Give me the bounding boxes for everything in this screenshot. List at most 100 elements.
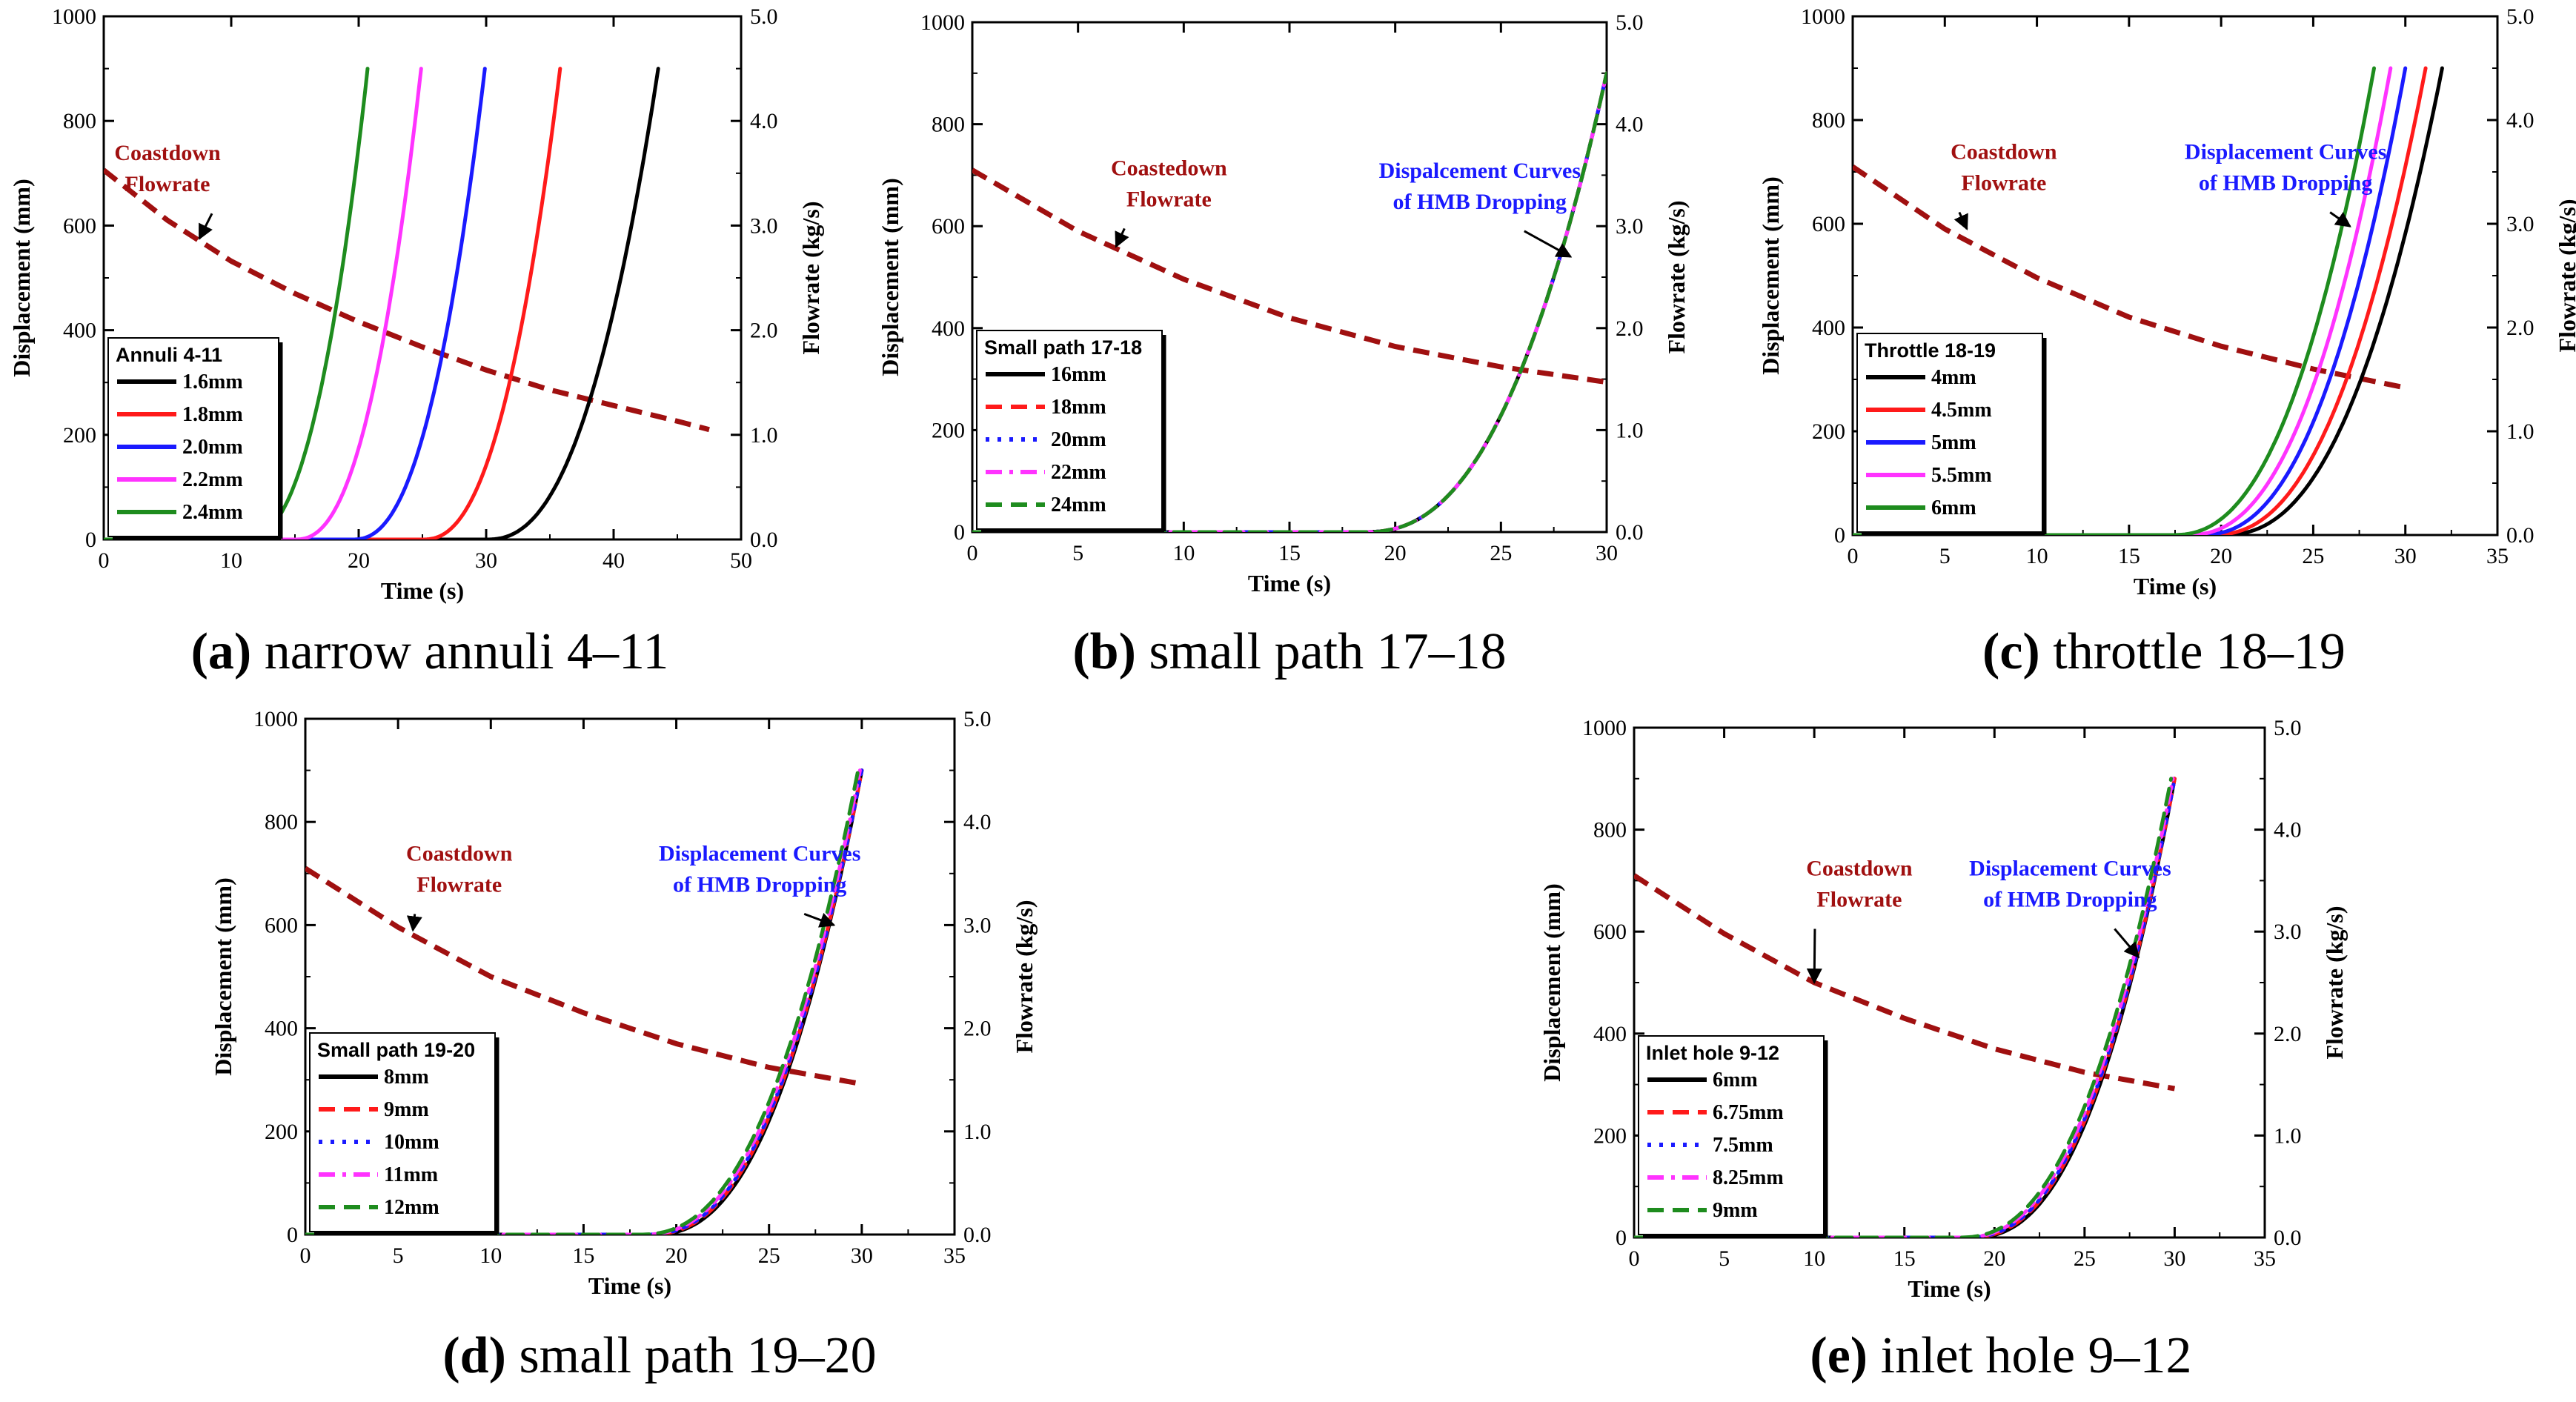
annotation-text: Flowrate (1816, 888, 1902, 912)
x-tick-label: 5 (1072, 541, 1083, 565)
annotation-arrow (1115, 227, 1129, 248)
x-tick-label: 5 (1719, 1246, 1730, 1271)
y2-tick-label: 3.0 (963, 913, 992, 937)
legend-label: 2.4mm (182, 501, 243, 524)
legend-label: 11mm (384, 1163, 438, 1186)
y-axis-label: Displacement (mm) (210, 877, 236, 1075)
y2-tick-label: 1.0 (750, 423, 778, 448)
x-tick-label: 20 (348, 548, 370, 573)
annotation-text: Flowrate (1961, 171, 2046, 196)
legend-label: 2.0mm (182, 436, 243, 459)
x-axis-label: Time (s) (588, 1272, 671, 1299)
caption-c-letter: (c) (1982, 623, 2040, 680)
legend-box (1638, 1035, 1825, 1235)
y-tick-label: 200 (265, 1120, 298, 1144)
series-line-1-8mm (104, 67, 562, 539)
y-tick-label: 200 (1812, 419, 1845, 444)
caption-b: (b) small path 17–18 (963, 622, 1616, 682)
legend-label: 1.6mm (182, 371, 243, 393)
y2-tick-label: 4.0 (2274, 818, 2302, 843)
annotation-text: Displacement Curves (659, 841, 860, 866)
y-tick-label: 400 (1812, 316, 1845, 340)
y-tick-label: 1000 (253, 707, 298, 731)
annotation-arrow (406, 914, 422, 932)
series-line-12mm (305, 768, 860, 1235)
y-tick-label: 600 (63, 213, 96, 238)
caption-c-text: throttle 18–19 (2039, 623, 2346, 680)
y-tick-label: 400 (63, 319, 96, 343)
y-tick-label: 1000 (52, 4, 96, 29)
y-tick-label: 1000 (1582, 716, 1627, 740)
y2-axis-label: Flowrate (kg/s) (1663, 200, 1690, 353)
x-tick-label: 35 (2254, 1246, 2276, 1271)
y2-tick-label: 1.0 (2506, 419, 2534, 444)
legend-label: 9mm (384, 1098, 429, 1121)
x-tick-label: 25 (2074, 1246, 2096, 1271)
y2-axis-label: Flowrate (kg/s) (2321, 906, 2348, 1059)
annotation-arrow (803, 912, 836, 928)
y2-tick-label: 3.0 (2506, 212, 2534, 236)
legend-label: 22mm (1051, 461, 1106, 484)
annotation-arrow (1953, 211, 1968, 230)
annotation-arrow (2114, 928, 2140, 959)
y-tick-label: 800 (63, 109, 96, 133)
y-tick-label: 600 (932, 214, 965, 239)
y-tick-label: 200 (63, 423, 96, 448)
legend-label: 2.2mm (182, 468, 243, 491)
legend-box (976, 330, 1163, 530)
legend-label: 16mm (1051, 363, 1106, 386)
x-axis-label: Time (s) (2134, 573, 2217, 599)
y-axis-label: Displacement (mm) (877, 178, 903, 376)
legend-box (107, 337, 279, 537)
legend-label: 8mm (384, 1066, 429, 1089)
annotation-text: of HMB Dropping (1983, 888, 2157, 912)
x-tick-label: 10 (479, 1243, 502, 1268)
y-tick-label: 0 (954, 520, 965, 545)
caption-b-text: small path 17–18 (1135, 623, 1507, 680)
legend-label: 9mm (1713, 1199, 1758, 1222)
caption-d: (d) small path 19–20 (326, 1326, 993, 1386)
x-tick-label: 15 (1278, 541, 1301, 565)
legend-label: 7.5mm (1713, 1134, 1773, 1157)
y2-tick-label: 5.0 (1616, 10, 1644, 35)
x-tick-label: 35 (943, 1243, 966, 1268)
x-tick-label: 10 (1803, 1246, 1825, 1271)
series-line-5mm (1853, 66, 2408, 535)
y2-tick-label: 5.0 (963, 707, 992, 731)
series-line-2-0mm (104, 67, 487, 539)
y-tick-label: 600 (1812, 212, 1845, 236)
legend-label: 6.75mm (1713, 1101, 1784, 1124)
y-tick-label: 800 (932, 113, 965, 137)
y2-tick-label: 0.0 (750, 528, 778, 552)
y-tick-label: 800 (1812, 108, 1845, 133)
series-line-24mm (972, 71, 1607, 532)
y2-axis-label: Flowrate (kg/s) (797, 201, 824, 354)
y2-tick-label: 2.0 (1616, 316, 1644, 341)
y2-tick-label: 4.0 (2506, 108, 2534, 133)
series-line-5-5mm (1853, 66, 2393, 535)
y-tick-label: 400 (932, 316, 965, 341)
series-line-4mm (1853, 66, 2444, 535)
annotation-text: Coastedown (1111, 156, 1227, 180)
x-tick-label: 0 (967, 541, 978, 565)
y2-tick-label: 0.0 (963, 1223, 992, 1247)
x-tick-label: 5 (393, 1243, 404, 1268)
series-line-6mm (1853, 66, 2376, 535)
legend-title: Small path 17-18 (984, 336, 1142, 359)
x-axis-label: Time (s) (1908, 1275, 1991, 1302)
y2-axis-label: Flowrate (kg/s) (2554, 199, 2576, 352)
y-tick-label: 0 (1616, 1226, 1627, 1250)
annotation-arrow (198, 213, 213, 240)
y2-tick-label: 1.0 (963, 1120, 992, 1144)
series-coastdown-flowrate (1634, 873, 2176, 1092)
annotation-text: Flowrate (1126, 187, 1212, 211)
legend-label: 4mm (1931, 366, 1976, 389)
y2-tick-label: 0.0 (2274, 1226, 2302, 1250)
series-coastdown-flowrate (104, 167, 710, 433)
y2-tick-label: 2.0 (963, 1017, 992, 1041)
caption-b-letter: (b) (1072, 623, 1136, 680)
y-tick-label: 200 (1593, 1123, 1627, 1148)
legend-label: 18mm (1051, 396, 1106, 419)
